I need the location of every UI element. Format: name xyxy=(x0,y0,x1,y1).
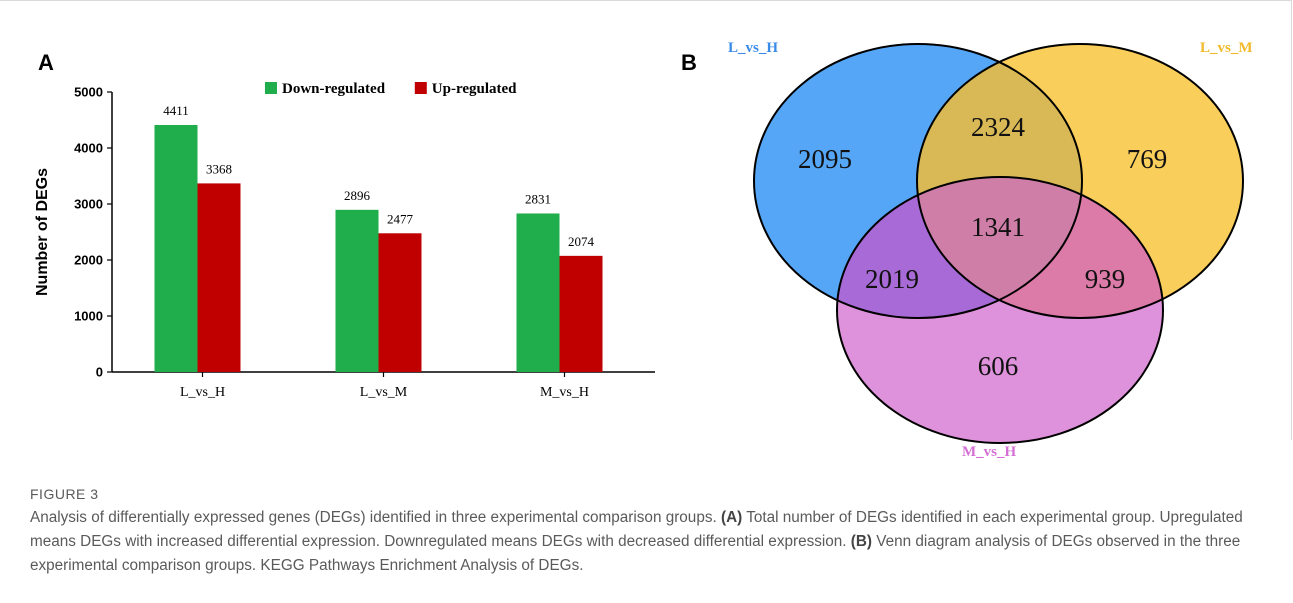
y-axis-label: Number of DEGs xyxy=(34,168,51,296)
venn-count-l-vs-h-and-m-vs-h: 2019 xyxy=(865,264,919,294)
caption-body: Analysis of differentially expressed gen… xyxy=(30,506,1270,578)
panel-b-label: B xyxy=(681,50,697,75)
y-tick-label: 5000 xyxy=(74,85,103,100)
venn-count-all-three: 1341 xyxy=(971,212,1025,242)
venn-count-l-vs-h-and-l-vs-m: 2324 xyxy=(971,112,1026,142)
bar-value-label: 2074 xyxy=(568,234,595,249)
venn-diagram: 2095 769 606 2324 2019 939 1341 L_vs_H L_vs_M M_v… xyxy=(728,40,1253,460)
bar-up-regulated-l_vs_m xyxy=(378,233,422,372)
venn-label-l-vs-m: L_vs_M xyxy=(1200,40,1253,56)
y-tick-label: 3000 xyxy=(74,197,103,212)
figure-frame xyxy=(0,0,1292,440)
bar-chart: 0 1000 2000 3000 4000 5000 Number of DEGs 4411 3… xyxy=(34,81,655,400)
bar-down-regulated-l_vs_m xyxy=(335,209,379,372)
venn-outline-l_vs_m xyxy=(916,43,1244,319)
legend-label: Down-regulated xyxy=(282,81,386,97)
bar-value-label: 2477 xyxy=(387,211,414,226)
bar-down-regulated-l_vs_h xyxy=(154,124,198,372)
panel-a-label: A xyxy=(38,50,54,75)
caption-label: FIGURE 3 xyxy=(30,486,99,502)
legend-label: Up-regulated xyxy=(432,81,517,97)
venn-count-l-vs-m-and-m-vs-h: 939 xyxy=(1085,264,1126,294)
bar-value-label: 3368 xyxy=(206,161,232,176)
x-tick-label: M_vs_H xyxy=(540,385,589,400)
bar-value-label: 2896 xyxy=(344,188,371,203)
figure-caption: FIGURE 3 Analysis of differentially expr… xyxy=(30,482,1270,578)
bar-value-label: 4411 xyxy=(163,103,189,118)
caption-intro: Analysis of differentially expressed gen… xyxy=(30,509,717,526)
caption-a-marker: (A) xyxy=(720,509,743,526)
y-tick-label: 4000 xyxy=(74,141,103,156)
bar-up-regulated-m_vs_h xyxy=(559,255,603,372)
venn-label-m-vs-h: M_vs_H xyxy=(962,444,1016,460)
y-tick-label: 0 xyxy=(96,365,103,380)
x-tick-label: L_vs_H xyxy=(180,385,225,400)
bar-down-regulated-m_vs_h xyxy=(516,213,560,372)
venn-count-l-vs-h-only: 2095 xyxy=(798,144,852,174)
legend-swatch xyxy=(414,82,427,94)
bar-up-regulated-l_vs_h xyxy=(197,183,241,372)
venn-label-l-vs-h: L_vs_H xyxy=(728,40,778,56)
bar-value-label: 2831 xyxy=(525,191,551,206)
venn-count-m-vs-h-only: 606 xyxy=(978,351,1019,381)
venn-count-l-vs-m-only: 769 xyxy=(1127,144,1168,174)
y-tick-label: 1000 xyxy=(74,309,103,324)
venn-outline-m_vs_h xyxy=(836,176,1164,444)
y-tick-label: 2000 xyxy=(74,253,103,268)
legend-swatch xyxy=(265,82,277,94)
venn-outline-l_vs_h xyxy=(753,43,1083,319)
caption-a-text: Total number of DEGs identified in each … xyxy=(30,509,1243,550)
caption-b-text: Venn diagram analysis of DEGs observed i… xyxy=(30,533,1241,574)
caption-b-marker: (B) xyxy=(850,533,873,550)
x-tick-label: L_vs_M xyxy=(360,385,408,400)
